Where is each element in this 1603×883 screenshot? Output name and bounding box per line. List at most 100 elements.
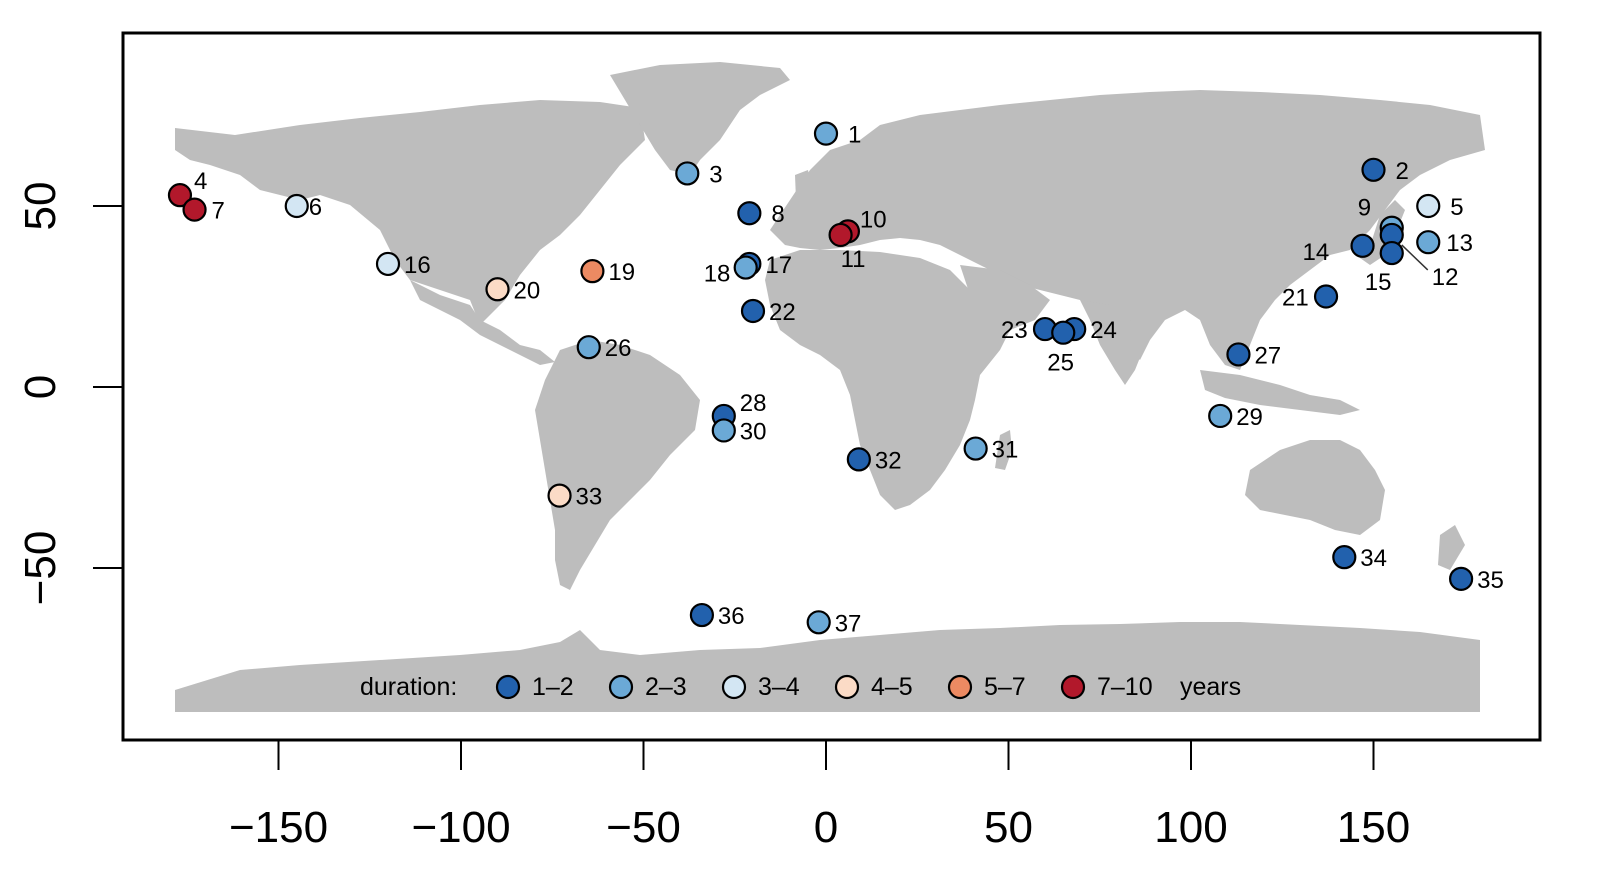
site-marker-18	[733, 255, 758, 280]
land-africa	[765, 250, 1010, 510]
site-marker-21	[1313, 284, 1339, 309]
site-label-5: 5	[1450, 194, 1463, 221]
y-tick-label: −50	[16, 531, 65, 606]
site-label-2: 2	[1396, 158, 1409, 185]
site-label-21: 21	[1282, 285, 1309, 312]
site-label-19: 19	[608, 259, 635, 286]
site-label-8: 8	[771, 201, 784, 228]
land-greenland	[610, 62, 790, 175]
site-label-23: 23	[1001, 317, 1028, 344]
site-label-33: 33	[576, 484, 603, 511]
y-axis	[93, 205, 123, 569]
legend-title: duration:	[360, 673, 457, 701]
legend-swatch	[834, 674, 860, 700]
site-marker-2	[1361, 157, 1386, 182]
legend-label: 5–7	[984, 673, 1026, 701]
site-label-35: 35	[1477, 567, 1504, 594]
site-label-27: 27	[1254, 342, 1281, 369]
site-label-7: 7	[212, 198, 225, 225]
site-marker-37	[806, 610, 831, 635]
site-label-14: 14	[1303, 239, 1330, 266]
land-australia	[1245, 440, 1385, 535]
site-label-37: 37	[835, 610, 862, 637]
site-marker-8	[737, 201, 762, 226]
site-label-16: 16	[404, 252, 431, 279]
site-marker-3	[675, 161, 700, 186]
site-marker-25	[1051, 320, 1076, 345]
site-label-28: 28	[740, 390, 767, 417]
site-label-34: 34	[1360, 545, 1387, 572]
site-label-4: 4	[194, 168, 207, 195]
legend-label: 3–4	[758, 673, 800, 701]
site-marker-20	[485, 277, 510, 302]
land-se-asia-islands	[1200, 370, 1360, 415]
land-arabia	[960, 265, 1050, 330]
land-uk	[795, 170, 812, 205]
land-central-america	[410, 280, 555, 365]
land-masses	[175, 62, 1485, 712]
site-label-18: 18	[704, 261, 731, 288]
land-india	[1080, 300, 1145, 385]
legend-swatch	[721, 674, 747, 700]
land-north-america	[175, 100, 645, 325]
x-tick-label: 150	[1337, 803, 1410, 852]
legend-swatch	[495, 674, 521, 700]
site-marker-33	[547, 483, 572, 508]
legend-label: 1–2	[532, 673, 574, 701]
site-label-22: 22	[769, 299, 796, 326]
site-marker-26	[576, 335, 601, 360]
y-tick-label: 0	[16, 375, 65, 399]
site-marker-30	[711, 418, 736, 443]
land-madagascar	[995, 430, 1012, 470]
site-label-31: 31	[992, 437, 1019, 464]
legend-items: 1–2 2–3 3–4 4–5 5–7 7–10	[495, 673, 1153, 701]
site-label-6: 6	[309, 194, 322, 221]
site-label-17: 17	[765, 252, 792, 279]
x-tick-label: 50	[984, 803, 1033, 852]
x-tick-label: −150	[229, 803, 328, 852]
site-label-1: 1	[848, 122, 861, 149]
legend-swatch	[1060, 674, 1086, 700]
x-tick-label: −100	[411, 803, 510, 852]
legend-unit: years	[1180, 673, 1241, 701]
y-tick-label: 50	[16, 182, 65, 231]
leader-lines	[1401, 244, 1429, 271]
site-marker-22	[740, 298, 766, 324]
site-label-29: 29	[1236, 404, 1263, 431]
legend-label: 7–10	[1097, 673, 1153, 701]
site-label-24: 24	[1090, 317, 1117, 344]
x-axis	[277, 739, 1375, 770]
site-marker-13	[1416, 230, 1441, 255]
site-label-36: 36	[718, 603, 745, 630]
site-marker-36	[689, 602, 715, 628]
site-marker-5	[1416, 193, 1441, 219]
site-label-3: 3	[709, 161, 722, 188]
site-marker-14	[1350, 233, 1375, 258]
site-marker-7	[182, 197, 207, 222]
site-label-10: 10	[860, 206, 887, 233]
site-marker-34	[1332, 545, 1357, 570]
site-label-32: 32	[875, 447, 902, 474]
site-marker-35	[1448, 566, 1474, 591]
site-label-12: 12	[1432, 264, 1459, 291]
site-marker-29	[1208, 403, 1233, 429]
legend-swatch	[947, 674, 973, 700]
site-label-11: 11	[841, 246, 866, 273]
legend-label: 4–5	[871, 673, 913, 701]
site-marker-4	[167, 183, 193, 208]
site-marker-15	[1379, 240, 1404, 266]
legend-swatch	[608, 674, 634, 700]
legend: duration: 1–2 2–3 3–4 4–5 5–7 7–10 years	[360, 673, 1241, 701]
site-label-20: 20	[514, 277, 541, 304]
x-tick-label: 0	[814, 803, 838, 852]
site-label-9: 9	[1358, 195, 1371, 222]
legend-label: 2–3	[645, 673, 687, 701]
land-new-zealand	[1438, 525, 1465, 570]
site-label-30: 30	[740, 418, 767, 445]
site-label-13: 13	[1446, 230, 1473, 257]
site-marker-1	[813, 121, 839, 146]
land-eurasia	[770, 90, 1485, 370]
site-marker-6	[284, 193, 309, 219]
